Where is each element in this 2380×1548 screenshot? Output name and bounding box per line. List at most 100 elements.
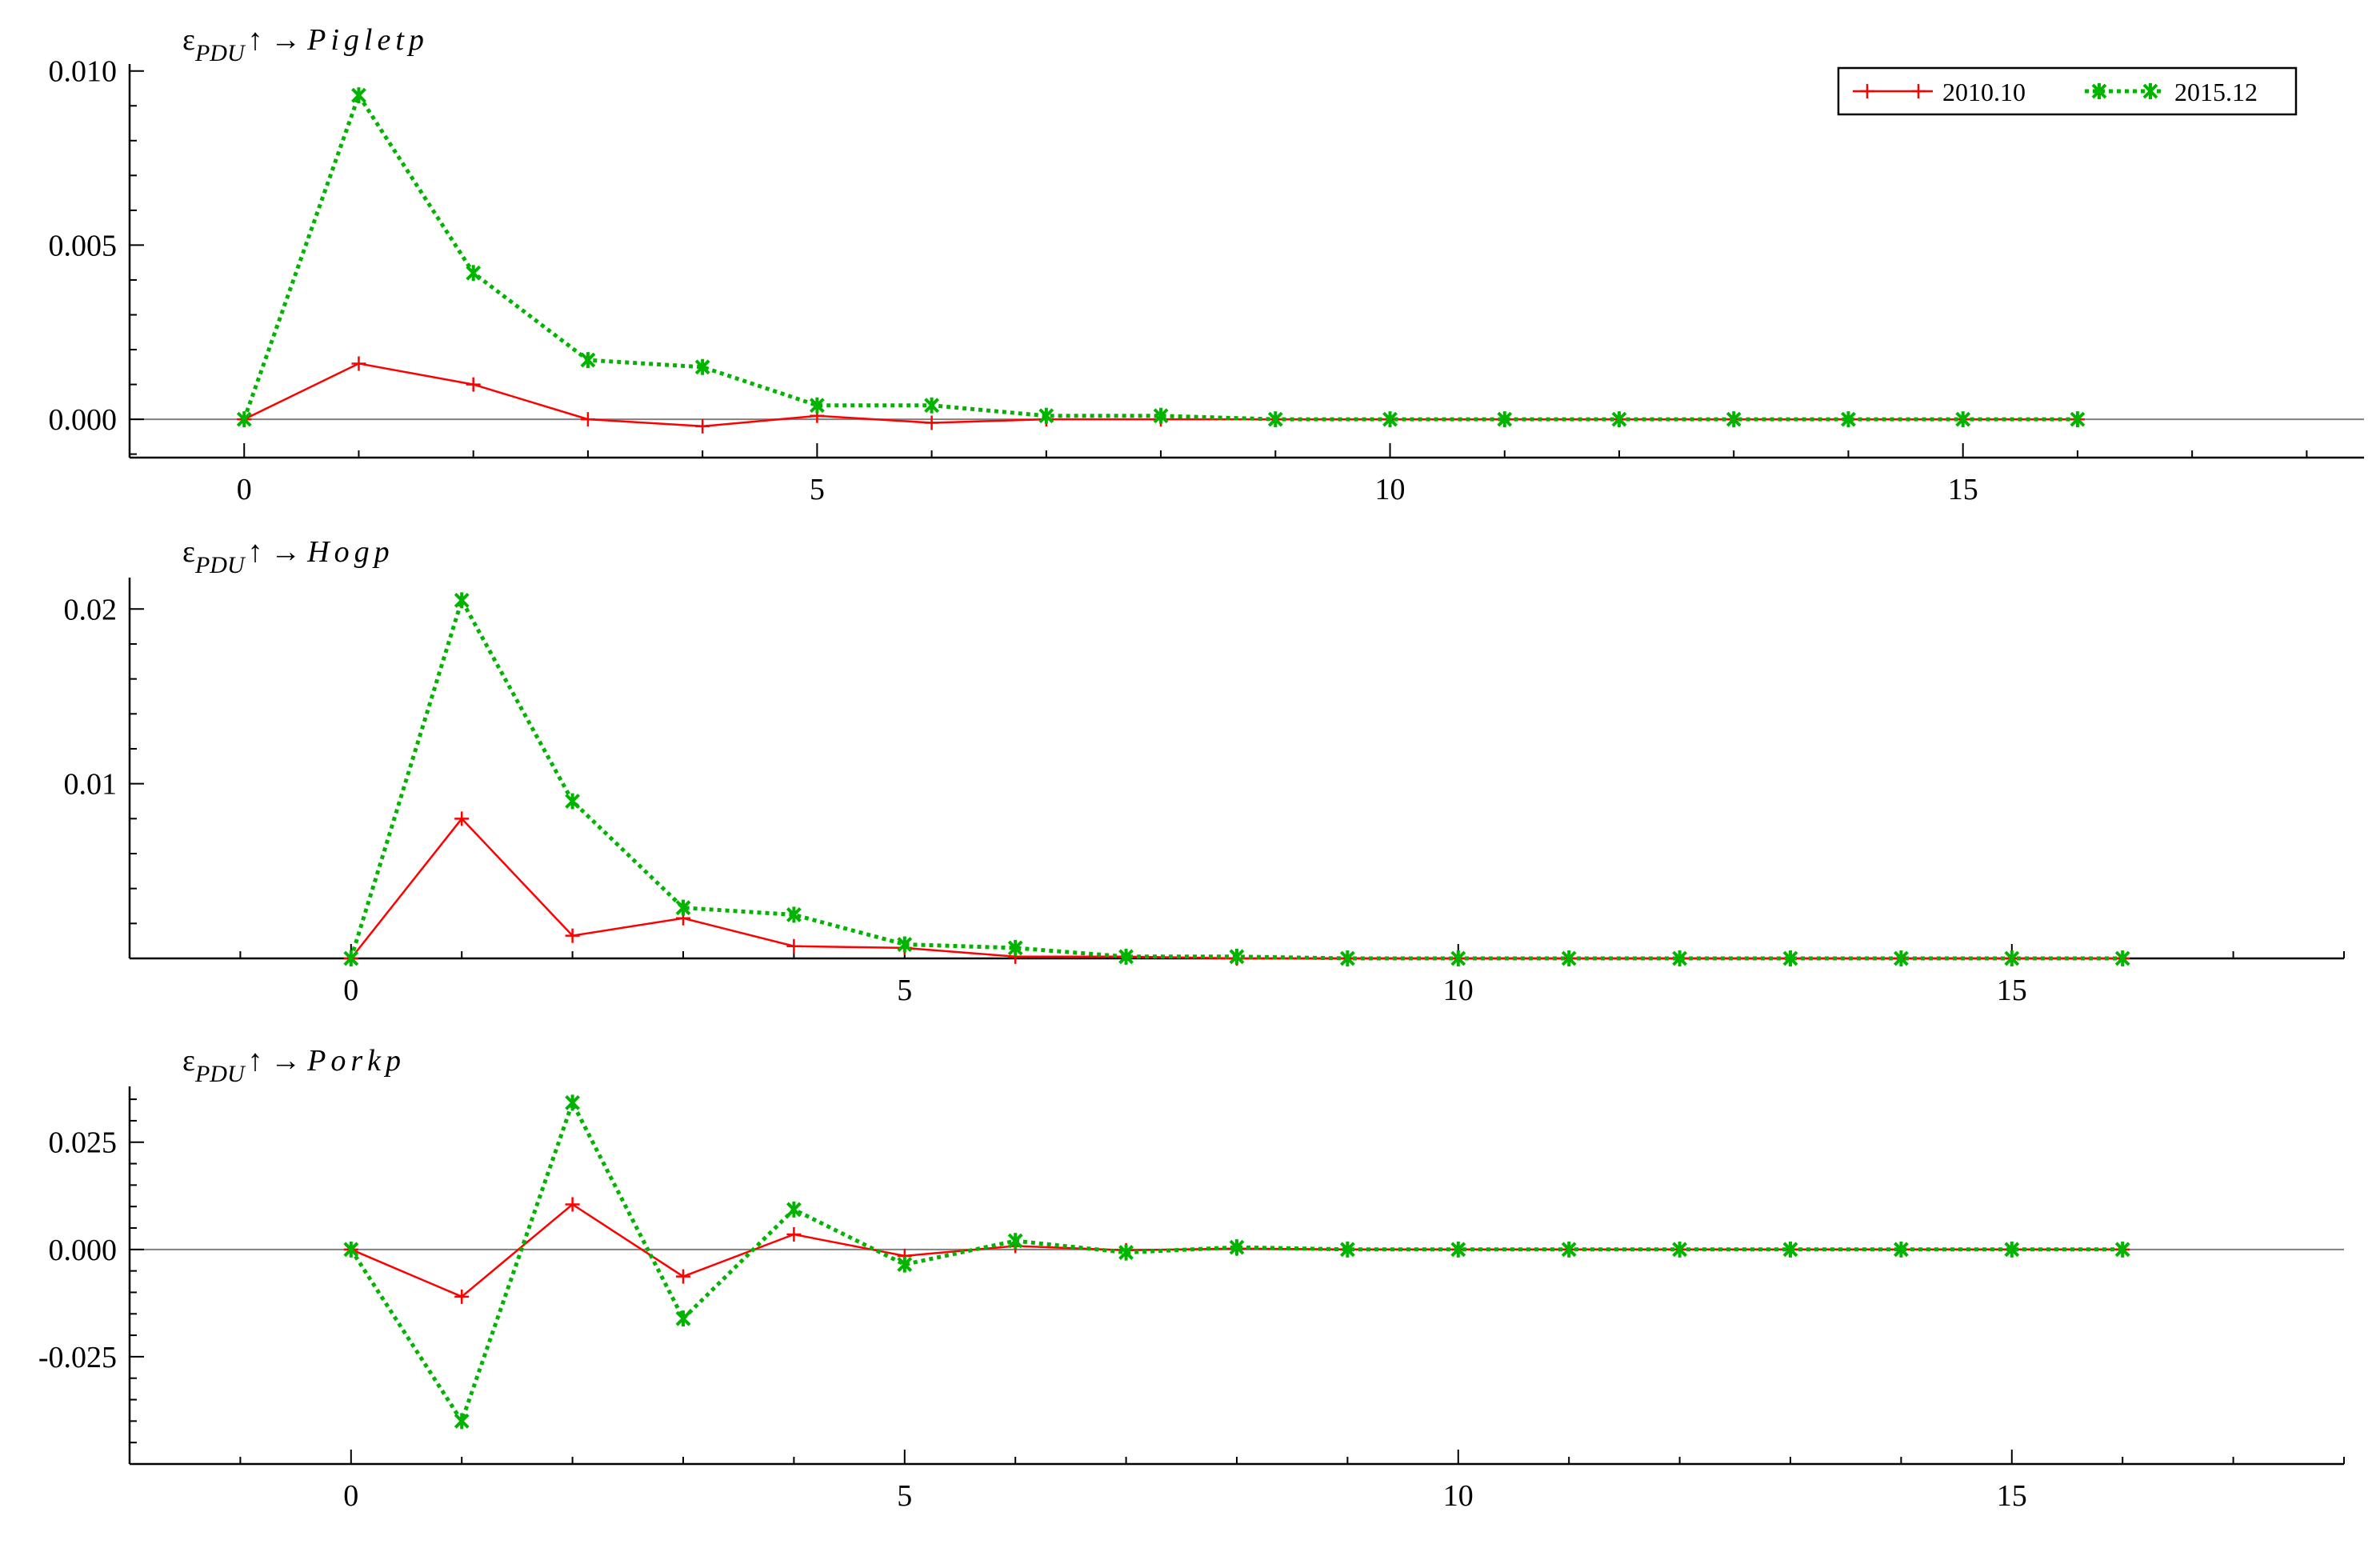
y-tick-label: 0.025 xyxy=(49,1126,118,1160)
point-2015.12 xyxy=(1339,950,1355,966)
point-2015.12 xyxy=(1118,1244,1134,1261)
point-2010.10 xyxy=(676,1269,690,1284)
title-target: Pigletp xyxy=(306,23,429,57)
point-2015.12 xyxy=(466,265,482,282)
point-2015.12 xyxy=(786,1201,802,1218)
point-2015.12 xyxy=(1561,950,1577,966)
point-2010.10 xyxy=(695,418,710,434)
y-tick-label: 0.01 xyxy=(64,768,118,802)
point-2015.12 xyxy=(1229,1239,1245,1256)
point-2015.12 xyxy=(565,793,581,810)
x-tick-label: 10 xyxy=(1375,473,1406,506)
x-tick-label: 0 xyxy=(343,1479,358,1513)
title-shock: ε xyxy=(182,1044,195,1078)
point-2015.12 xyxy=(1893,950,1909,966)
point-2015.12 xyxy=(1229,948,1245,965)
point-2010.10 xyxy=(454,811,470,826)
point-2015.12 xyxy=(2070,411,2086,428)
point-2015.12 xyxy=(351,87,366,104)
panel-3: 0 5 10 15 -0.025 0.000 0.025 εPDU ↑ → Porkp xyxy=(38,1044,2345,1513)
point-2015.12 xyxy=(897,1256,913,1273)
title-target: Hogp xyxy=(306,535,394,569)
point-2015.12 xyxy=(2004,1241,2020,1258)
point-2015.12 xyxy=(236,411,252,428)
point-2010.10 xyxy=(786,938,802,954)
legend-marker-2015.12 xyxy=(2091,83,2107,99)
point-2015.12 xyxy=(2114,950,2130,966)
title-arrow: ↑ → xyxy=(248,1044,302,1078)
title-shock-subscript: PDU xyxy=(194,552,246,578)
point-2015.12 xyxy=(1672,950,1688,966)
point-2015.12 xyxy=(2114,1241,2130,1258)
point-2015.12 xyxy=(343,1241,359,1258)
point-2015.12 xyxy=(1007,939,1023,956)
point-2010.10 xyxy=(924,415,939,430)
panel-title: εPDU ↑ → Hogp xyxy=(182,535,394,578)
y-tick-label: 0.000 xyxy=(49,403,118,437)
point-2015.12 xyxy=(1726,411,1742,428)
point-2010.10 xyxy=(565,928,580,943)
series-line-2015.12 xyxy=(349,1098,2123,1426)
point-2015.12 xyxy=(694,358,710,375)
series-line-2015.12 xyxy=(242,90,2078,422)
point-2015.12 xyxy=(1841,411,1856,428)
point-2015.12 xyxy=(454,592,470,609)
point-2015.12 xyxy=(675,1310,691,1327)
title-target: Porkp xyxy=(306,1044,406,1078)
x-tick-label: 0 xyxy=(343,974,358,1007)
legend-marker-2015.12 xyxy=(2142,83,2158,99)
point-2010.10 xyxy=(466,377,481,392)
title-shock: ε xyxy=(182,535,195,569)
panel-title: εPDU ↑ → Porkp xyxy=(182,1044,406,1087)
point-2015.12 xyxy=(1153,407,1169,424)
panel-1: 0 5 10 15 0.000 0.005 0.010 εPDU ↑ → Pigletp 2010.… xyxy=(49,23,2364,506)
y-tick-label: -0.025 xyxy=(38,1341,117,1374)
point-2015.12 xyxy=(1497,411,1513,428)
point-2015.12 xyxy=(580,352,596,369)
title-shock-subscript: PDU xyxy=(194,1061,246,1087)
point-2015.12 xyxy=(1038,407,1054,424)
point-2015.12 xyxy=(1782,950,1798,966)
title-arrow: ↑ → xyxy=(248,23,302,57)
x-tick-label: 15 xyxy=(1997,974,2027,1007)
legend-label-2010.10: 2010.10 xyxy=(1942,78,2026,106)
point-2010.10 xyxy=(454,1289,470,1304)
legend: 2010.10 2015.12 xyxy=(1837,66,2298,116)
point-2015.12 xyxy=(924,397,940,414)
x-tick-label: 10 xyxy=(1443,1479,1474,1513)
point-2015.12 xyxy=(1611,411,1627,428)
series-line-2015.12 xyxy=(349,595,2123,961)
y-tick-label: 0.000 xyxy=(49,1234,118,1267)
legend-marker-2010.10 xyxy=(1860,84,1874,98)
x-tick-label: 15 xyxy=(1997,1479,2027,1513)
point-2015.12 xyxy=(1007,1233,1023,1250)
panel-2: 0 5 10 15 0.01 0.02 εPDU ↑ → Hogp xyxy=(64,535,2345,1007)
series-line-2010.10 xyxy=(350,817,2123,960)
y-tick-label: 0.005 xyxy=(49,229,118,262)
point-2010.10 xyxy=(565,1197,580,1212)
legend-marker-2010.10 xyxy=(1911,84,1926,98)
point-2015.12 xyxy=(1782,1241,1798,1258)
point-2015.12 xyxy=(809,397,825,414)
point-2015.12 xyxy=(675,899,691,916)
point-2015.12 xyxy=(454,1413,470,1430)
point-2015.12 xyxy=(1672,1241,1688,1258)
point-2015.12 xyxy=(786,906,802,923)
title-shock: ε xyxy=(182,23,195,57)
point-2015.12 xyxy=(1450,950,1466,966)
x-tick-label: 15 xyxy=(1948,473,1978,506)
x-tick-label: 5 xyxy=(810,473,825,506)
point-2010.10 xyxy=(786,1227,802,1242)
point-2015.12 xyxy=(1118,948,1134,965)
point-2015.12 xyxy=(1450,1241,1466,1258)
point-2010.10 xyxy=(351,356,366,371)
point-2015.12 xyxy=(2004,950,2020,966)
title-shock-subscript: PDU xyxy=(194,40,246,66)
x-tick-label: 10 xyxy=(1443,974,1474,1007)
x-tick-label: 5 xyxy=(897,974,912,1007)
point-2010.10 xyxy=(580,412,595,427)
x-tick-label: 5 xyxy=(897,1479,912,1513)
y-tick-label: 0.010 xyxy=(49,55,118,89)
point-2015.12 xyxy=(1955,411,1971,428)
